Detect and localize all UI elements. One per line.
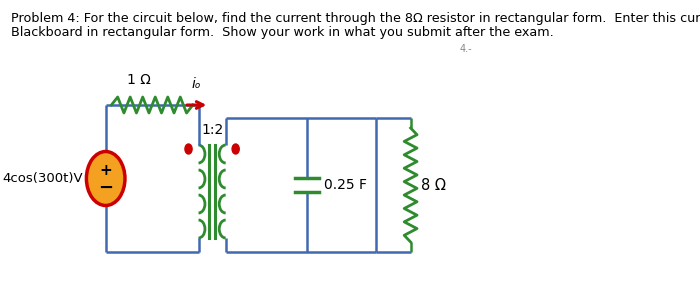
Text: −: − [98,178,113,197]
Text: Blackboard in rectangular form.  Show your work in what you submit after the exa: Blackboard in rectangular form. Show you… [10,26,554,39]
Circle shape [86,152,125,205]
Text: 8 Ω: 8 Ω [421,178,445,192]
Text: iₒ: iₒ [191,77,201,91]
Text: 1:2: 1:2 [201,123,223,137]
Text: Problem 4: For the circuit below, find the current through the 8Ω resistor in re: Problem 4: For the circuit below, find t… [10,12,700,25]
Text: 4cos(300t)V: 4cos(300t)V [2,172,83,185]
Circle shape [232,144,239,154]
Text: +: + [99,163,112,178]
Text: 1 Ω: 1 Ω [127,73,151,87]
Text: 0.25 F: 0.25 F [324,178,368,192]
Text: 4.-: 4.- [459,44,472,54]
Circle shape [185,144,192,154]
